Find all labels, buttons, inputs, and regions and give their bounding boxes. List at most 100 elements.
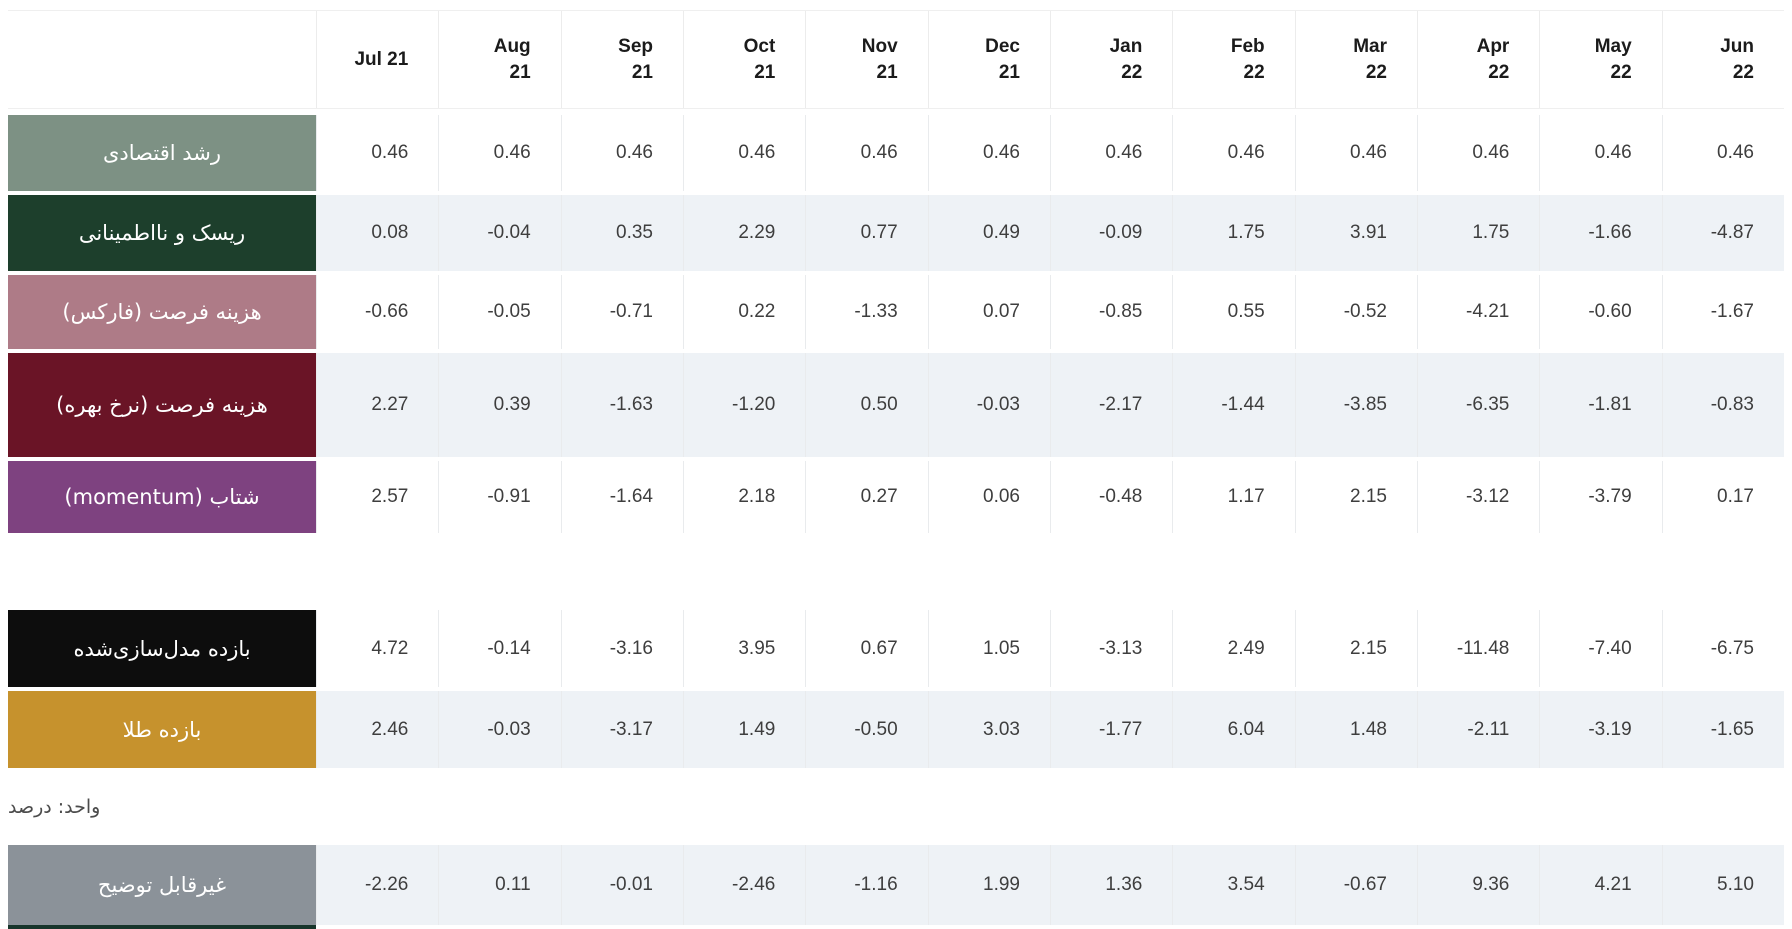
value-cell: -3.19 <box>1539 691 1662 768</box>
value-cell: 2.27 <box>316 353 439 457</box>
value-cell: -0.71 <box>560 275 683 349</box>
value-cell: -2.26 <box>316 845 439 925</box>
value-cell: 0.46 <box>1294 115 1417 191</box>
value-cell: -3.79 <box>1539 461 1662 533</box>
column-header-4: Nov 21 <box>805 11 927 108</box>
value-cell: 0.67 <box>805 610 928 687</box>
value-cell: -1.81 <box>1539 353 1662 457</box>
column-header-6: Jan 22 <box>1050 11 1172 108</box>
row-label-opportunity-cost-interest-rate: هزینه فرصت (نرخ بهره) <box>8 353 316 457</box>
value-cell: 0.35 <box>560 195 683 271</box>
corner-cell <box>8 11 316 108</box>
row-label-unexplained: غیرقابل توضیح <box>8 845 316 925</box>
column-header-5: Dec 21 <box>927 11 1050 108</box>
column-header-0: Jul 21 <box>316 11 438 108</box>
column-header-11: Jun 22 <box>1661 11 1784 108</box>
value-cell: -1.64 <box>560 461 683 533</box>
value-cell: -1.63 <box>560 353 683 457</box>
value-cell: -0.48 <box>1050 461 1173 533</box>
value-cell: -0.14 <box>438 610 561 687</box>
value-cell: -1.67 <box>1661 275 1784 349</box>
table-header-row: Jul 21 Aug 21 Sep 21 Oct 21 Nov 21 Dec 21 Jan … <box>8 10 1784 109</box>
value-cell: -3.17 <box>560 691 683 768</box>
value-cell: 0.46 <box>1417 115 1540 191</box>
column-header-8: Mar 22 <box>1294 11 1417 108</box>
value-cell: -1.66 <box>1539 195 1662 271</box>
column-header-9: Apr 22 <box>1417 11 1539 108</box>
value-cell: 1.75 <box>1172 195 1295 271</box>
residual-table: غیرقابل توضیح -2.26 0.11 -0.01 -2.46 -1.16 1.9… <box>8 845 1784 925</box>
value-cell: 0.46 <box>316 115 439 191</box>
value-cell: -0.83 <box>1661 353 1784 457</box>
value-cell: -3.85 <box>1294 353 1417 457</box>
returns-table: بازده مدل‌سازی‌شده 4.72 -0.14 -3.16 3.95 0.67… <box>8 610 1784 768</box>
value-cell: -1.65 <box>1661 691 1784 768</box>
value-cell: 0.46 <box>1661 115 1784 191</box>
value-cell: 3.91 <box>1294 195 1417 271</box>
next-row-partial <box>8 925 316 929</box>
factor-table: Jul 21 Aug 21 Sep 21 Oct 21 Nov 21 Dec 21 Jan … <box>8 0 1784 533</box>
value-cell: 2.18 <box>683 461 806 533</box>
value-cell: 4.21 <box>1539 845 1662 925</box>
value-cell: 0.17 <box>1661 461 1784 533</box>
column-header-2: Sep 21 <box>560 11 683 108</box>
row-unexplained: غیرقابل توضیح -2.26 0.11 -0.01 -2.46 -1.16 1.9… <box>8 845 1784 925</box>
value-cell: 1.36 <box>1050 845 1173 925</box>
value-cell: 0.11 <box>438 845 561 925</box>
row-label-economic-growth: رشد اقتصادی <box>8 115 316 191</box>
value-cell: 0.08 <box>316 195 439 271</box>
row-label-risk-uncertainty: ریسک و نااطمینانی <box>8 195 316 271</box>
unit-note: واحد: درصد <box>8 795 101 818</box>
value-cell: 2.15 <box>1294 610 1417 687</box>
row-risk-uncertainty: ریسک و نااطمینانی 0.08 -0.04 0.35 2.29 0.77 0.… <box>8 195 1784 271</box>
value-cell: 0.46 <box>683 115 806 191</box>
row-opportunity-cost-interest-rate: هزینه فرصت (نرخ بهره) 2.27 0.39 -1.63 -1.20 0… <box>8 353 1784 457</box>
value-cell: -2.11 <box>1417 691 1540 768</box>
value-cell: 3.54 <box>1172 845 1295 925</box>
value-cell: 1.75 <box>1417 195 1540 271</box>
value-cell: 6.04 <box>1172 691 1295 768</box>
value-cell: 4.72 <box>316 610 439 687</box>
value-cell: -0.09 <box>1050 195 1173 271</box>
value-cell: -0.66 <box>316 275 439 349</box>
value-cell: -0.50 <box>805 691 928 768</box>
value-cell: -3.16 <box>560 610 683 687</box>
column-header-10: May 22 <box>1539 11 1661 108</box>
value-cell: -3.13 <box>1050 610 1173 687</box>
value-cell: -0.01 <box>560 845 683 925</box>
value-cell: -1.77 <box>1050 691 1173 768</box>
row-momentum: شتاب (momentum) 2.57 -0.91 -1.64 2.18 0.27 0.0… <box>8 461 1784 533</box>
value-cell: -6.75 <box>1661 610 1784 687</box>
value-cell: -0.52 <box>1294 275 1417 349</box>
value-cell: 0.46 <box>1050 115 1173 191</box>
value-cell: -3.12 <box>1417 461 1540 533</box>
value-cell: 0.46 <box>927 115 1050 191</box>
value-cell: 1.05 <box>927 610 1050 687</box>
value-cell: 0.27 <box>805 461 928 533</box>
row-economic-growth: رشد اقتصادی 0.46 0.46 0.46 0.46 0.46 0.46 0.46 0… <box>8 115 1784 191</box>
value-cell: 9.36 <box>1417 845 1540 925</box>
value-cell: -4.21 <box>1417 275 1540 349</box>
value-cell: 2.15 <box>1294 461 1417 533</box>
value-cell: -11.48 <box>1417 610 1540 687</box>
value-cell: 0.06 <box>927 461 1050 533</box>
value-cell: 0.49 <box>927 195 1050 271</box>
value-cell: 1.17 <box>1172 461 1295 533</box>
value-cell: 1.99 <box>927 845 1050 925</box>
value-cell: 2.49 <box>1172 610 1295 687</box>
value-cell: -4.87 <box>1661 195 1784 271</box>
row-opportunity-cost-forex: هزینه فرصت (فارکس) -0.66 -0.05 -0.71 0.22 -1.… <box>8 275 1784 349</box>
value-cell: 2.46 <box>316 691 439 768</box>
value-cell: -1.33 <box>805 275 928 349</box>
value-cell: -0.05 <box>438 275 561 349</box>
value-cell: 0.46 <box>560 115 683 191</box>
row-label-gold-return: بازده طلا <box>8 691 316 768</box>
value-cell: -2.17 <box>1050 353 1173 457</box>
value-cell: 0.46 <box>805 115 928 191</box>
value-cell: 0.46 <box>1172 115 1295 191</box>
value-cell: -0.03 <box>438 691 561 768</box>
row-gold-return: بازده طلا 2.46 -0.03 -3.17 1.49 -0.50 3.03 -1.7… <box>8 691 1784 768</box>
value-cell: -0.60 <box>1539 275 1662 349</box>
value-cell: -0.03 <box>927 353 1050 457</box>
value-cell: -1.20 <box>683 353 806 457</box>
